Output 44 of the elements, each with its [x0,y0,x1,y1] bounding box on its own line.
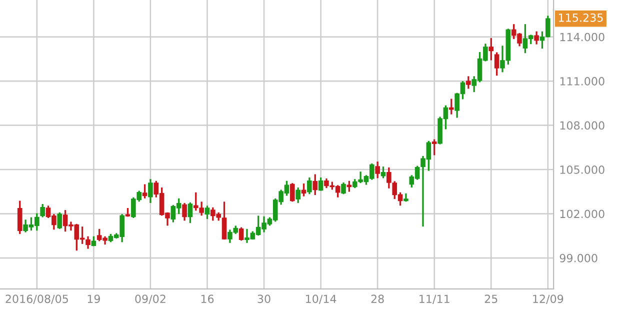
candlestick [307,176,312,195]
candlestick [57,212,62,230]
y-tick-label: 105.000 [560,165,604,174]
text: 115.235 [558,13,603,22]
candlestick [290,182,295,202]
x-tick-label: 30 [258,294,270,304]
candlestick [238,226,244,242]
candlestick [375,160,380,180]
y-tick-label: 114.000 [560,32,604,42]
candlestick [432,138,437,156]
candlestick [312,173,318,196]
candlestick [148,178,153,204]
candlestick [296,186,300,204]
candlestick [182,202,187,222]
candlestick [204,204,210,220]
y-tick-label: 108.000 [560,121,604,130]
y-tick-label: 102.000 [560,210,604,218]
x-tick-label: 10/14 [306,294,336,304]
candlestick [494,51,500,76]
candlestick [142,183,148,200]
candlestick [466,75,471,90]
y-tick-label: 99.000 [560,254,598,262]
x-tick-label: 09/02 [135,294,166,304]
candlestick [318,176,324,192]
x-tick-label: 28 [371,294,384,304]
x-tick-label: 11/11 [420,294,450,304]
candlestick [222,200,227,240]
y-tick-label: 111.000 [560,77,604,86]
candlestick [346,180,352,193]
candlestick [341,182,346,195]
candlestick [448,98,454,116]
x-tick-label: 19 [88,294,100,304]
candlestick [188,202,193,224]
x-tick-label: 16 [201,294,214,304]
candlestick [534,30,539,46]
x-tick-label: 12/09 [533,294,564,304]
candlestick [488,37,494,62]
candlestick [86,235,90,250]
candlestick [301,182,306,198]
candlestick [40,203,45,218]
candlestick [380,166,386,180]
candlestick [17,200,22,235]
x-tick-label: 25 [484,294,498,304]
x-tick-label: 2016/08/05 [6,294,68,304]
